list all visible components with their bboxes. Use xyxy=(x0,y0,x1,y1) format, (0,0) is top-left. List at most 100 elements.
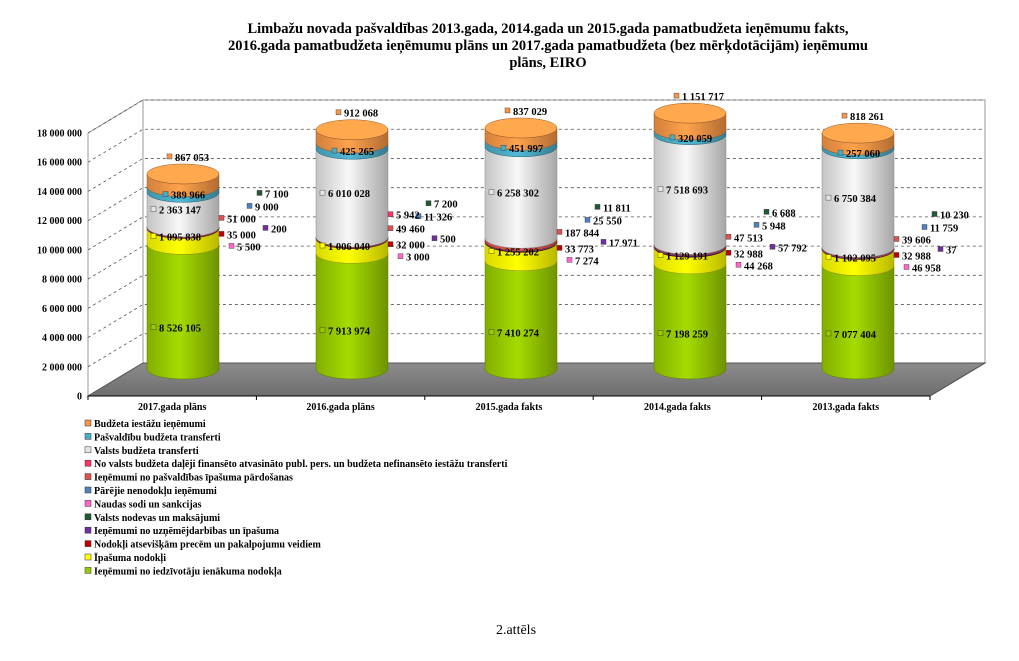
floor-edge xyxy=(929,362,986,397)
legend-item: Pārējie nenodokļu ieņēmumi xyxy=(84,486,217,497)
data-label-text: 257 060 xyxy=(846,149,880,160)
data-label-text: 5 942 xyxy=(396,211,420,222)
data-label-text: 32 000 xyxy=(396,241,425,252)
data-label-marker xyxy=(504,107,511,114)
data-label: 912 068 xyxy=(335,109,378,120)
data-label: 51 000 xyxy=(218,214,256,225)
data-label: 1 006 040 xyxy=(319,242,370,253)
data-label-marker xyxy=(763,209,770,215)
data-label-marker xyxy=(837,149,844,156)
data-label: 3 000 xyxy=(397,253,430,264)
data-label-text: 200 xyxy=(271,224,287,235)
data-label-marker xyxy=(825,330,832,337)
data-label-text: 10 230 xyxy=(940,210,969,221)
data-label-text: 818 261 xyxy=(850,112,884,123)
legend-item: Pašvaldību budžeta transferti xyxy=(84,432,221,443)
data-label: 46 958 xyxy=(903,263,941,274)
data-label-marker xyxy=(331,147,338,154)
data-label: 10 230 xyxy=(931,210,969,221)
data-label-marker xyxy=(262,225,269,231)
data-label-marker xyxy=(246,203,253,209)
data-label-marker xyxy=(319,327,326,333)
data-label-marker xyxy=(425,200,432,206)
y-tick-label: 6 000 000 xyxy=(42,304,82,315)
data-label: 57 792 xyxy=(769,243,807,254)
data-label: 44 268 xyxy=(735,261,773,272)
data-label-text: 32 988 xyxy=(734,249,763,260)
data-label-marker xyxy=(937,246,944,252)
data-label-marker xyxy=(893,236,900,242)
data-label-marker xyxy=(397,253,404,259)
bar-top xyxy=(315,119,389,140)
legend-item: Ieņēmumi no pašvaldības īpašuma pārdošan… xyxy=(84,473,293,484)
legend: Budžeta iestāžu ieņēmumi Pašvaldību budže… xyxy=(84,419,508,577)
data-label-text: 7 410 274 xyxy=(497,329,540,340)
data-label-text: 7 274 xyxy=(575,256,599,267)
legend-item: Ieņēmumi no uzņēmējdarbības un īpašuma xyxy=(84,526,279,537)
data-label: 7 198 259 xyxy=(657,329,708,340)
data-label-text: 11 811 xyxy=(603,203,631,214)
data-label-text: 320 059 xyxy=(678,134,712,145)
legend-item: Valsts budžeta transferti xyxy=(84,446,199,457)
data-label-marker xyxy=(921,224,928,230)
data-label-text: 8 526 105 xyxy=(159,324,201,335)
data-label-marker xyxy=(218,231,225,237)
data-label-marker xyxy=(150,206,157,212)
data-label: 320 059 xyxy=(669,134,712,145)
legend-item: Naudas sodi un sankcijas xyxy=(84,499,202,510)
bar-segment xyxy=(484,260,558,380)
data-label-text: 6 750 384 xyxy=(834,194,877,205)
data-label: 500 xyxy=(431,235,456,246)
data-label: 867 053 xyxy=(166,153,209,164)
legend-item: Ieņēmumi no iedzīvotāju ienākuma nodokļa xyxy=(84,566,282,577)
data-label-text: 35 000 xyxy=(227,230,256,241)
data-label-marker xyxy=(387,225,394,231)
y-tick-label: 18 000 000 xyxy=(37,129,82,140)
data-label: 7 518 693 xyxy=(657,186,708,197)
legend-swatch xyxy=(84,526,92,534)
legend-item: No valsts budžeta daļēji finansēto atvas… xyxy=(84,459,508,470)
legend-swatch xyxy=(84,567,92,574)
data-label-marker xyxy=(657,186,664,192)
data-label-text: 9 000 xyxy=(255,202,279,213)
data-label-text: 6 688 xyxy=(772,208,796,219)
data-label-text: 49 460 xyxy=(396,225,425,236)
data-label: 6 258 302 xyxy=(488,189,539,200)
legend-label: Pašvaldību budžeta transferti xyxy=(94,432,221,443)
data-label-marker xyxy=(256,190,263,196)
data-label-text: 1 102 095 xyxy=(834,254,876,265)
data-label: 7 077 404 xyxy=(825,330,877,341)
legend-item: Īpašuma nodokļi xyxy=(84,553,166,564)
chart-title-line-1: Limbažu novada pašvaldības 2013.gada, 20… xyxy=(247,21,848,37)
data-label-marker xyxy=(825,254,832,260)
data-labels: 8 526 105 1 095 838 35 000 200 7 100 5 500 9 0… xyxy=(150,92,969,341)
legend-label: Nodokļi atsevišķām precēm un pakalpojumu… xyxy=(94,540,321,551)
data-label-text: 25 550 xyxy=(593,216,622,227)
legend-item: Nodokļi atsevišķām precēm un pakalpojumu… xyxy=(84,540,321,551)
data-label: 32 000 xyxy=(387,241,425,252)
chart-title-line-3: plāns, EIRO xyxy=(509,55,586,71)
data-label-text: 51 000 xyxy=(227,214,256,225)
data-label-text: 1 129 191 xyxy=(666,252,708,263)
data-label: 11 811 xyxy=(594,203,631,214)
legend-label: Pārējie nenodokļu ieņēmumi xyxy=(94,486,217,497)
data-label-marker xyxy=(488,329,495,335)
data-label-marker xyxy=(387,241,394,247)
data-label: 5 942 xyxy=(387,211,420,222)
data-label-text: 7 077 404 xyxy=(834,330,877,341)
data-label: 39 606 xyxy=(893,235,931,246)
data-label: 5 500 xyxy=(228,242,261,253)
legend-label: Ieņēmumi no pašvaldības īpašuma pārdošan… xyxy=(94,473,293,484)
data-label-marker xyxy=(600,239,607,245)
bar-top xyxy=(653,102,727,124)
data-label-marker xyxy=(753,222,760,228)
data-label-text: 7 198 259 xyxy=(666,329,708,340)
data-label: 35 000 xyxy=(218,230,256,241)
x-tick-label: 2016.gada plāns xyxy=(306,402,374,413)
y-tick-label: 10 000 000 xyxy=(37,245,82,256)
y-tick-label: 8 000 000 xyxy=(42,275,82,286)
data-label-text: 389 966 xyxy=(171,191,205,202)
data-label-marker xyxy=(735,262,742,268)
data-label: 7 100 xyxy=(256,189,289,200)
data-label: 425 265 xyxy=(331,147,374,158)
